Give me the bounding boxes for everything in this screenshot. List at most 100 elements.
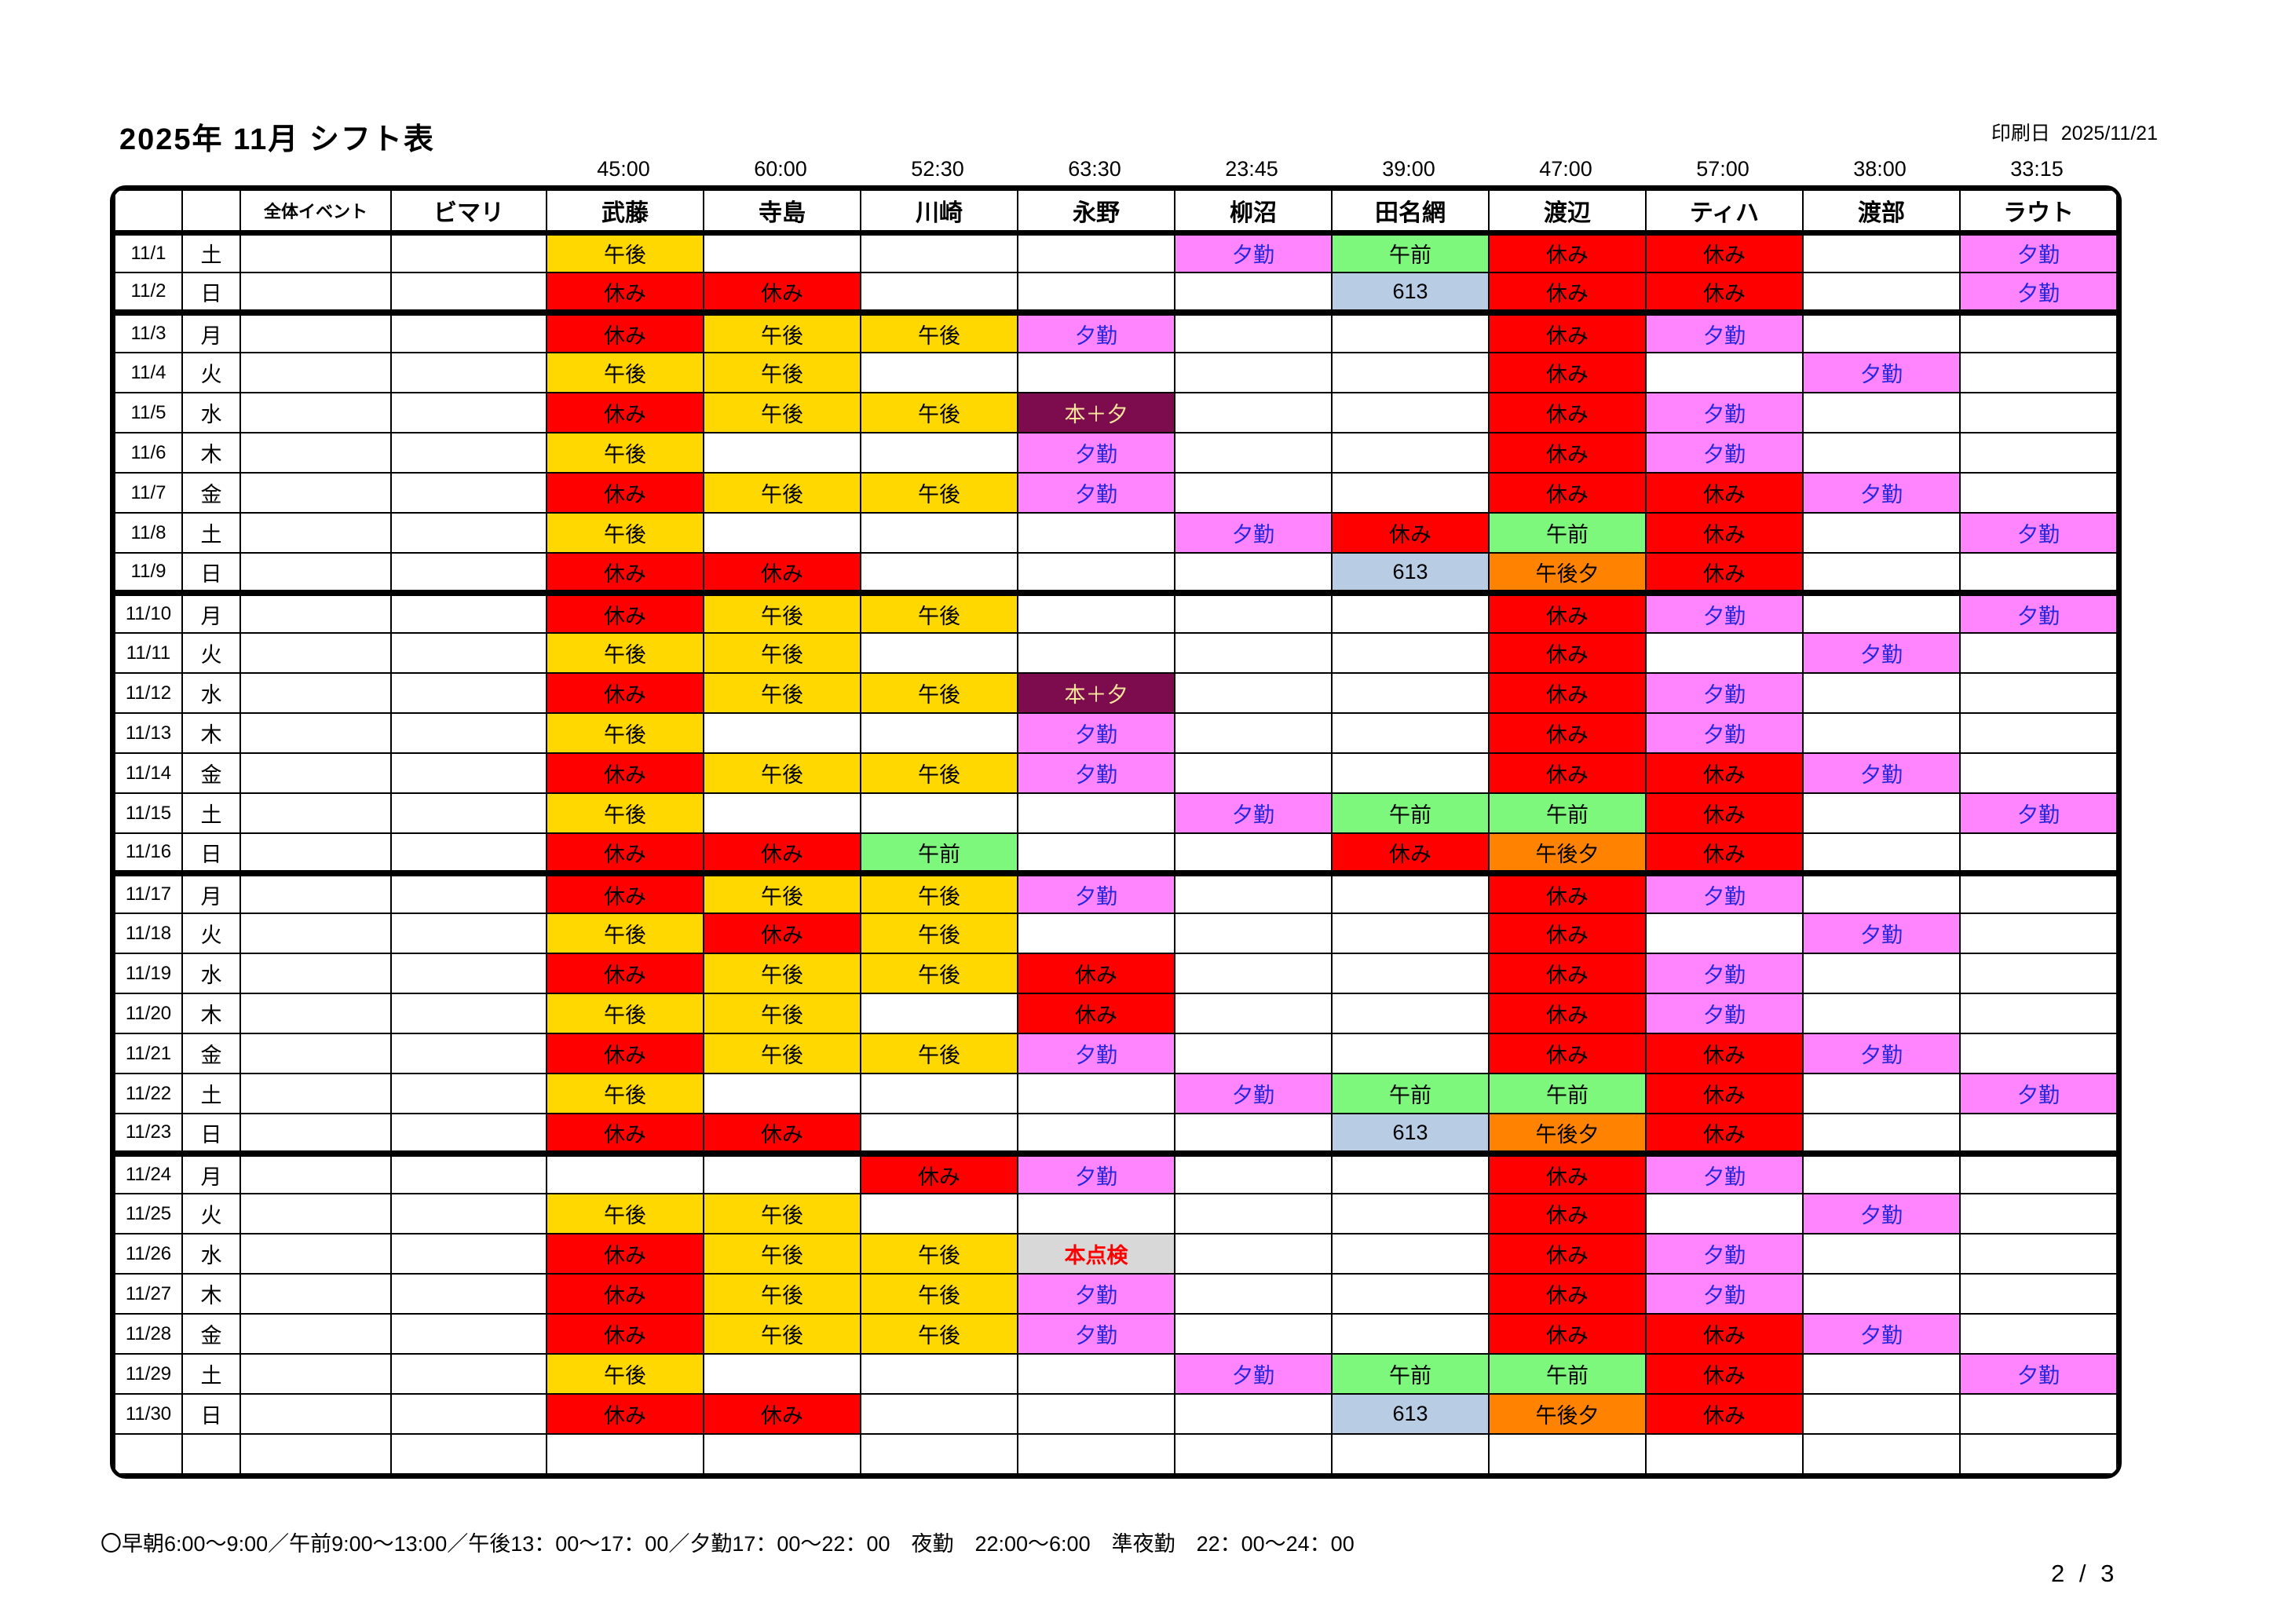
table-row: 11/1 土午後 夕勤 午前 休み 休み 夕勤 <box>114 232 2118 273</box>
shift-cell <box>1174 993 1333 1034</box>
hours-cell: 38:00 <box>1853 157 1907 181</box>
shift-cell: 休み <box>1645 832 1804 876</box>
shift-cell <box>1959 1233 2118 1275</box>
table-row: 11/9 日休み 休み 613 午後夕 休み <box>114 552 2118 596</box>
shift-cell: 午後 <box>860 392 1018 433</box>
shift-cell <box>239 752 392 794</box>
shift-cell: 夕勤 <box>1645 1153 1804 1194</box>
shift-cell <box>1959 712 2118 754</box>
shift-cell: 休み <box>546 1113 704 1157</box>
shift-cell <box>1331 312 1490 353</box>
shift-cell: 午後 <box>860 913 1018 954</box>
shift-cell <box>239 1273 392 1315</box>
shift-cell <box>1802 432 1961 474</box>
shift-cell <box>239 712 392 754</box>
table-row: 11/11 火 午後 午後 休み 夕勤 <box>114 632 2118 674</box>
hours-cell: 23:45 <box>1225 157 1278 181</box>
shift-cell <box>703 712 861 754</box>
table-row: 11/17 月休み 午後 午後 夕勤 休み 夕勤 <box>114 872 2118 914</box>
table-row: 11/30 日休み 休み 613 午後夕 休み <box>114 1393 2118 1435</box>
shift-cell: 午後 <box>860 592 1018 634</box>
shift-cell: 休み <box>1488 392 1647 433</box>
print-date: 印刷日 2025/11/21 <box>1991 123 2158 144</box>
shift-cell: 休み <box>546 672 704 714</box>
table-row: 11/29 土午後 夕勤 午前 午前 休み 夕勤 <box>114 1353 2118 1395</box>
table-row: 11/3 月休み 午後 午後 夕勤 休み 夕勤 <box>114 312 2118 353</box>
shift-cell <box>1017 1073 1175 1114</box>
shift-cell: 休み <box>1645 472 1804 514</box>
day-cell: 土 <box>181 1073 241 1114</box>
day-cell: 水 <box>181 1233 241 1275</box>
shift-cell: 夕勤 <box>1017 472 1175 514</box>
hours-cell: 45:00 <box>597 157 650 181</box>
date-cell: 11/28 <box>114 1313 183 1355</box>
shift-cell <box>1017 1393 1175 1435</box>
table-row: 11/13 木午後 夕勤 休み 夕勤 <box>114 712 2118 754</box>
shift-cell <box>1174 1033 1333 1074</box>
shift-cell <box>1959 1193 2118 1234</box>
shift-cell: 午後 <box>860 1273 1018 1315</box>
table-row: 11/23 日休み 休み 613 午後夕 休み <box>114 1113 2118 1157</box>
shift-cell <box>1802 1353 1961 1395</box>
shift-cell <box>703 432 861 474</box>
shift-cell <box>1174 272 1333 316</box>
shift-cell <box>1959 552 2118 596</box>
table-row: 11/27 木休み 午後 午後 夕勤 休み 夕勤 <box>114 1273 2118 1315</box>
date-cell: 11/13 <box>114 712 183 754</box>
shift-cell: 休み <box>1488 1273 1647 1315</box>
shift-cell: 休み <box>546 472 704 514</box>
shift-cell: 午後 <box>860 672 1018 714</box>
shift-cell <box>390 953 547 994</box>
shift-cell: 午後 <box>703 993 861 1034</box>
shift-cell <box>1959 953 2118 994</box>
shift-cell <box>239 672 392 714</box>
shift-cell <box>1331 592 1490 634</box>
shift-cell: 夕勤 <box>1645 432 1804 474</box>
day-cell: 日 <box>181 1393 241 1435</box>
day-cell: 金 <box>181 472 241 514</box>
date-cell: 11/17 <box>114 872 183 914</box>
shift-cell <box>390 392 547 433</box>
shift-cell: 夕勤 <box>1802 1033 1961 1074</box>
table-row: 11/15 土午後 夕勤 午前 午前 休み 夕勤 <box>114 792 2118 834</box>
shift-cell: 夕勤 <box>1959 592 2118 634</box>
shift-cell <box>1174 1273 1333 1315</box>
shift-cell <box>1174 1153 1333 1194</box>
shift-cell: 休み <box>546 752 704 794</box>
shift-cell: 午後 <box>546 712 704 754</box>
date-cell: 11/14 <box>114 752 183 794</box>
shift-cell: 休み <box>1488 712 1647 754</box>
shift-cell <box>860 792 1018 834</box>
shift-cell: 休み <box>1017 993 1175 1034</box>
table-row: 11/2 日休み 休み 613 休み 休み 夕勤 <box>114 272 2118 316</box>
date-cell: 11/29 <box>114 1353 183 1395</box>
table-row: 11/7 金休み 午後 午後 夕勤 休み 休み 夕勤 <box>114 472 2118 514</box>
shift-cell <box>1802 672 1961 714</box>
shift-cell <box>1959 312 2118 353</box>
shift-cell: 夕勤 <box>1174 232 1333 273</box>
shift-cell: 休み <box>546 832 704 876</box>
date-cell: 11/15 <box>114 792 183 834</box>
shift-cell: 午後 <box>703 352 861 393</box>
shift-cell: 午前 <box>1488 792 1647 834</box>
shift-cell: 午後 <box>546 432 704 474</box>
shift-cell <box>390 232 547 273</box>
header-row: 全体イベント ビマリ 武藤 寺島 川崎 永野 柳沼 田名網 渡辺 ティハ 渡部 ラウト <box>114 189 2118 236</box>
shift-cell: 夕勤 <box>1174 1353 1333 1395</box>
shift-cell: 午後 <box>546 1193 704 1234</box>
shift-cell <box>860 352 1018 393</box>
day-cell: 金 <box>181 1033 241 1074</box>
shift-cell: 休み <box>1488 913 1647 954</box>
shift-cell <box>1802 1073 1961 1114</box>
shift-cell <box>1174 632 1333 674</box>
hours-row: 45:00 60:00 52:30 63:30 23:45 39:00 47:00 57:00… <box>113 157 2115 181</box>
day-cell: 火 <box>181 352 241 393</box>
shift-cell <box>1802 832 1961 876</box>
shift-cell: 休み <box>1488 312 1647 353</box>
shift-cell <box>390 1113 547 1157</box>
shift-cell <box>1959 913 2118 954</box>
shift-cell: 午後 <box>546 232 704 273</box>
shift-cell <box>239 1073 392 1114</box>
shift-cell <box>1331 872 1490 914</box>
day-cell: 水 <box>181 953 241 994</box>
